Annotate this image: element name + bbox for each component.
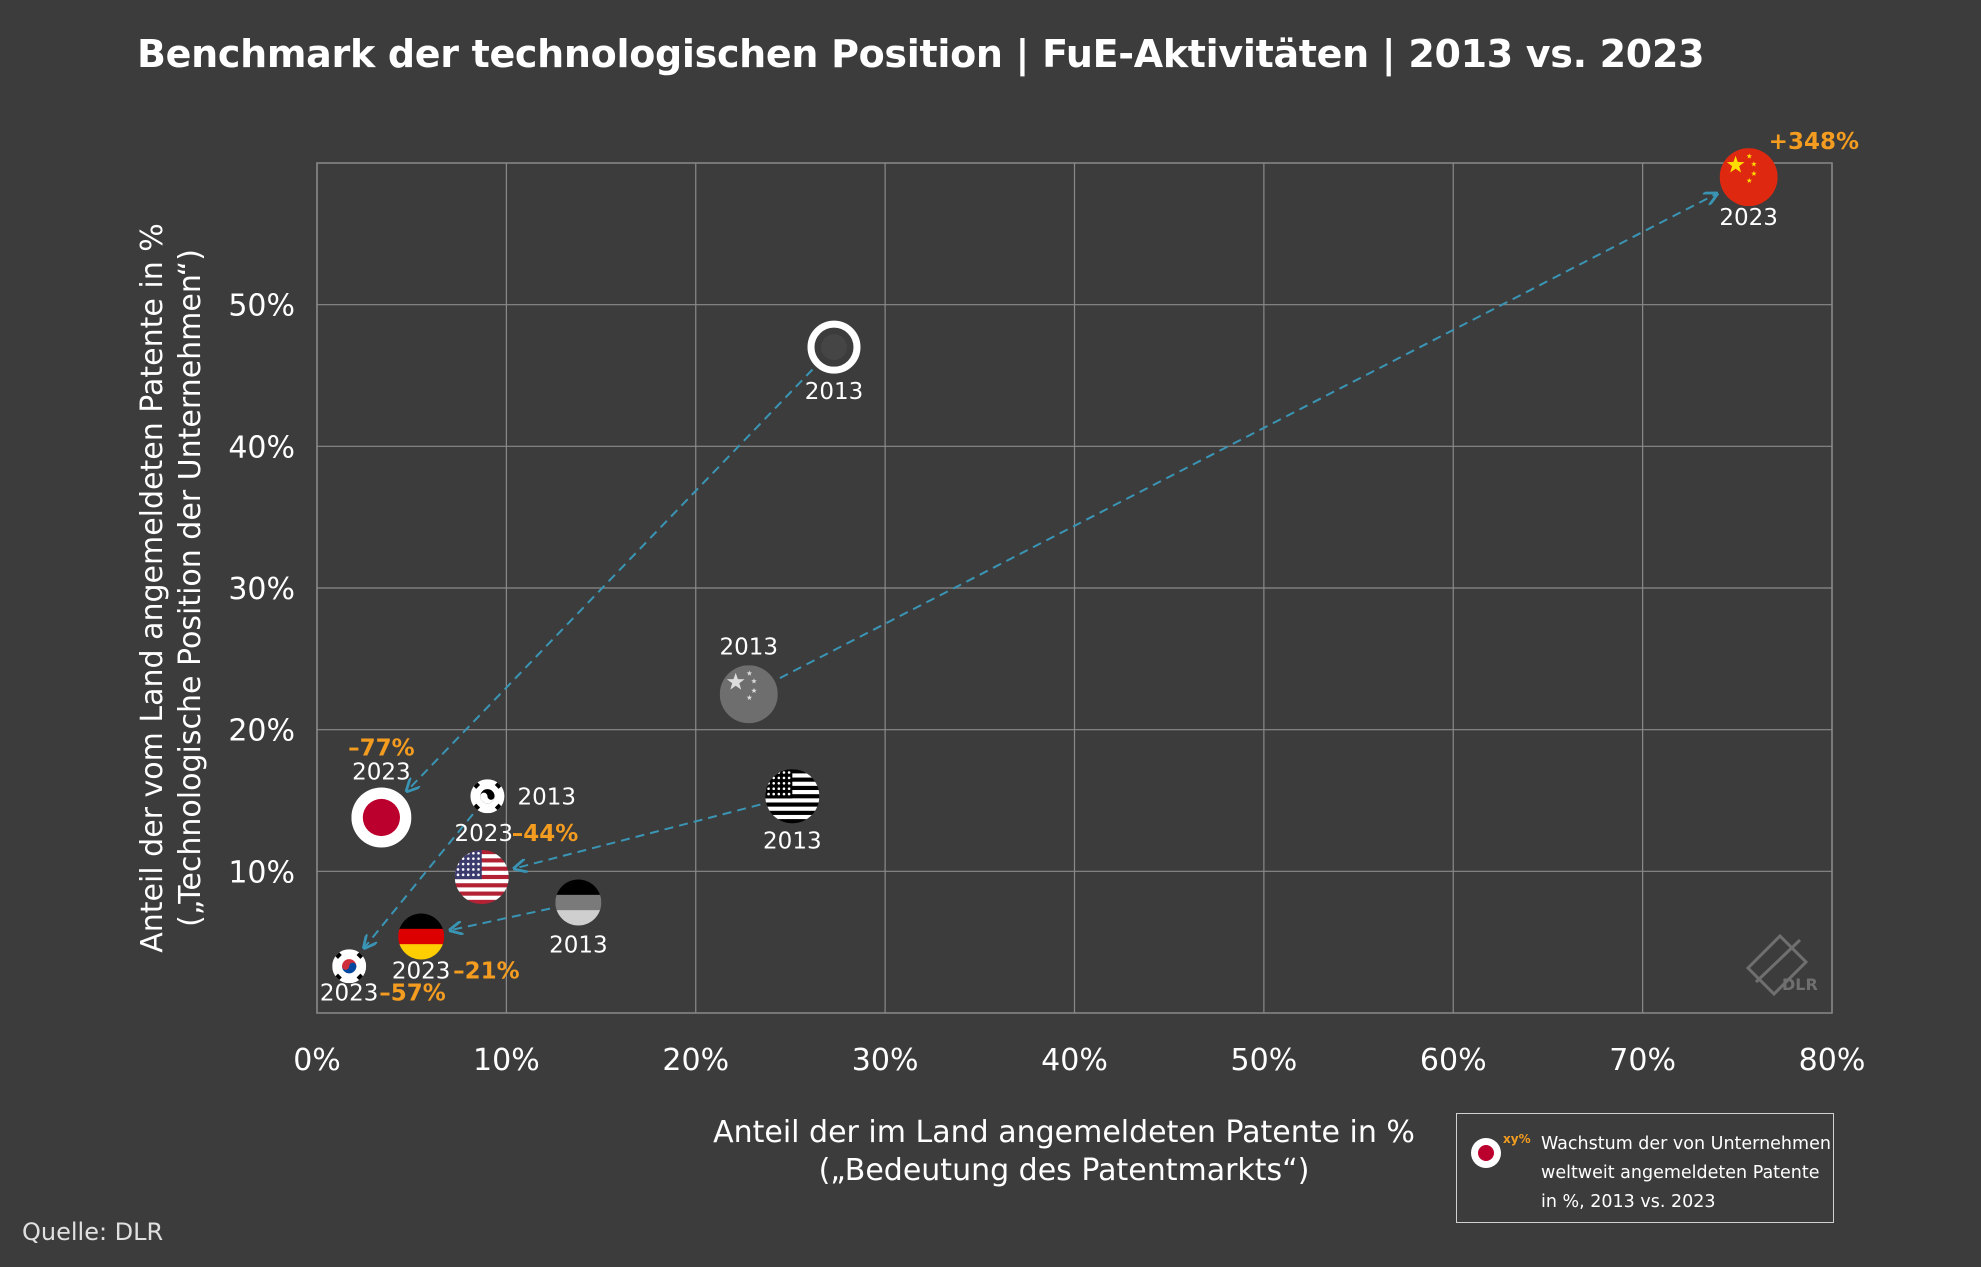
legend-text: Wachstum der von Unternehmen weltweit an… — [1541, 1134, 1831, 1212]
usa-flag-icon — [765, 769, 820, 824]
japan-label-2023: 2023 — [352, 760, 411, 786]
y-tick-label: 30% — [228, 572, 295, 607]
korea-label-2013: 2013 — [517, 784, 576, 810]
usa-flag-icon — [454, 850, 509, 904]
usa-trend-arrow — [516, 803, 761, 869]
y-tick-label: 50% — [228, 289, 295, 324]
japan-trend-arrow — [408, 368, 814, 791]
x-axis-label: Anteil der im Land angemeldeten Patente … — [713, 1115, 1415, 1150]
dlr-logo: DLR — [1745, 933, 1818, 997]
y-axis-label: Anteil der vom Land angemeldeten Patente… — [135, 223, 170, 953]
logo-text: DLR — [1782, 975, 1818, 994]
grid — [316, 162, 1833, 1014]
germany-label-2023: 2023 — [392, 959, 451, 985]
korea-trend-arrow — [365, 813, 474, 947]
usa-growth-label: –44% — [512, 821, 579, 847]
trend-arrows — [365, 194, 1716, 947]
china-growth-label: +348% — [1769, 129, 1859, 155]
china-flag-icon — [719, 665, 778, 724]
data-points — [332, 148, 1778, 984]
data-labels: 20132023–77%20132023+348%20132023–44%201… — [320, 129, 1859, 1006]
x-tick-label: 70% — [1609, 1043, 1676, 1078]
china-flag-icon — [1719, 148, 1778, 207]
y-tick-label: 20% — [228, 714, 295, 749]
x-axis-label-sub: („Bedeutung des Patentmarkts“) — [819, 1153, 1310, 1188]
axis-labels: Anteil der im Land angemeldeten Patente … — [135, 223, 1415, 1188]
japan-flag-icon — [351, 787, 412, 848]
x-tick-label: 40% — [1041, 1043, 1108, 1078]
y-tick-label: 10% — [228, 855, 295, 890]
x-tick-label: 80% — [1799, 1043, 1866, 1078]
korea-label-2023: 2023 — [320, 980, 379, 1006]
japan-flag-icon — [807, 320, 861, 374]
china-label-2013: 2013 — [720, 634, 779, 660]
korea-growth-label: –57% — [379, 980, 446, 1006]
y-axis-label-group: Anteil der vom Land angemeldeten Patente… — [135, 223, 208, 953]
y-tick-label: 40% — [228, 430, 295, 465]
legend: xy% Wachstum der von Unternehmen weltwei… — [1456, 1113, 1834, 1223]
germany-flag-icon — [398, 913, 445, 960]
usa-label-2013: 2013 — [763, 828, 822, 854]
source-note: Quelle: DLR — [22, 1218, 164, 1246]
germany-label-2013: 2013 — [549, 933, 608, 959]
germany-growth-label: –21% — [453, 959, 520, 985]
japan-growth-label: –77% — [348, 736, 415, 762]
germany-flag-icon — [555, 879, 602, 926]
x-tick-label: 50% — [1231, 1043, 1298, 1078]
usa-label-2023: 2023 — [454, 821, 513, 847]
korea-flag-icon — [332, 949, 367, 984]
japan-label-2013: 2013 — [805, 379, 864, 405]
x-tick-label: 20% — [662, 1043, 729, 1078]
china-trend-arrow — [779, 194, 1716, 680]
chart-title: Benchmark der technologischen Position |… — [137, 32, 1705, 76]
axis-ticks: 0% 10% 20% 30% 40% 50% 60% 70% 80% 10% 20% 30% 40% 50… — [228, 289, 1865, 1078]
legend-marker-icon — [1471, 1138, 1501, 1168]
x-tick-label: 30% — [852, 1043, 919, 1078]
germany-trend-arrow — [451, 907, 551, 930]
x-tick-label: 10% — [473, 1043, 540, 1078]
x-tick-label: 0% — [293, 1043, 341, 1078]
x-tick-label: 60% — [1420, 1043, 1487, 1078]
legend-marker-sup: xy% — [1503, 1132, 1531, 1146]
y-axis-label-sub: („Technologische Position der Unternehme… — [173, 249, 208, 927]
china-label-2023: 2023 — [1719, 205, 1778, 231]
korea-flag-icon — [470, 779, 505, 814]
